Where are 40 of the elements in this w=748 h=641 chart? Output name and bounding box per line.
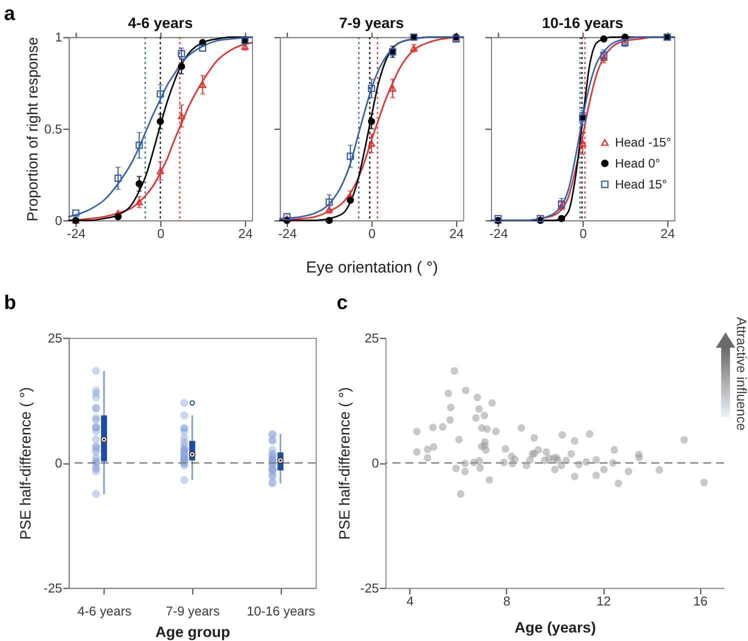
y-tick-label: 0 — [55, 455, 62, 470]
x-axis-title: Age (years) — [514, 619, 596, 636]
legend-label: Head 0° — [615, 156, 660, 170]
chart-title: 4-6 years — [128, 15, 193, 32]
x-tick-label: -24 — [66, 226, 86, 241]
x-tick-label: 16 — [693, 593, 708, 608]
x-tick-label: 7-9 years — [166, 603, 220, 618]
y-tick-label: 0 — [372, 455, 379, 470]
x-tick-label: 4-6 years — [78, 603, 132, 618]
x-axis-title: Age group — [155, 624, 230, 641]
y-tick-label: -25 — [44, 580, 62, 596]
chart-title: 7-9 years — [339, 15, 404, 32]
x-tick-label: 24 — [238, 226, 253, 241]
legend-label: Head -15° — [615, 135, 672, 150]
chart-title: 10-16 years — [542, 15, 624, 32]
y-tick-label: -25 — [360, 580, 379, 596]
y-tick-label: 1 — [55, 30, 62, 45]
x-tick-label: 12 — [596, 593, 611, 608]
y-axis-title: PSE half-difference ( °) — [336, 387, 354, 540]
y-tick-label: 25 — [364, 330, 379, 346]
text: a — [4, 3, 16, 26]
x-tick-label: 0 — [157, 226, 164, 241]
y-axis-title: PSE half-difference ( °) — [18, 387, 35, 540]
y-tick-label: 0.5 — [44, 121, 62, 136]
x-tick-label: 10-16 years — [246, 603, 316, 618]
x-tick-label: 4 — [406, 593, 414, 608]
text: Attractive influence — [734, 317, 748, 431]
y-tick-label: 0 — [55, 212, 62, 228]
y-tick-label: 25 — [48, 330, 62, 346]
x-tick-label: 24 — [660, 226, 675, 241]
x-tick-label: 8 — [503, 593, 510, 608]
x-axis-title: Eye orientation ( °) — [306, 260, 438, 277]
x-tick-label: -24 — [489, 226, 508, 241]
x-tick-label: 24 — [449, 226, 464, 241]
x-tick-label: 0 — [580, 226, 587, 241]
x-tick-label: -24 — [278, 226, 297, 241]
y-axis-title: Proportion of right response — [24, 37, 42, 222]
text: c — [336, 292, 348, 314]
text: b — [4, 292, 16, 314]
legend-label: Head 15° — [615, 177, 668, 192]
